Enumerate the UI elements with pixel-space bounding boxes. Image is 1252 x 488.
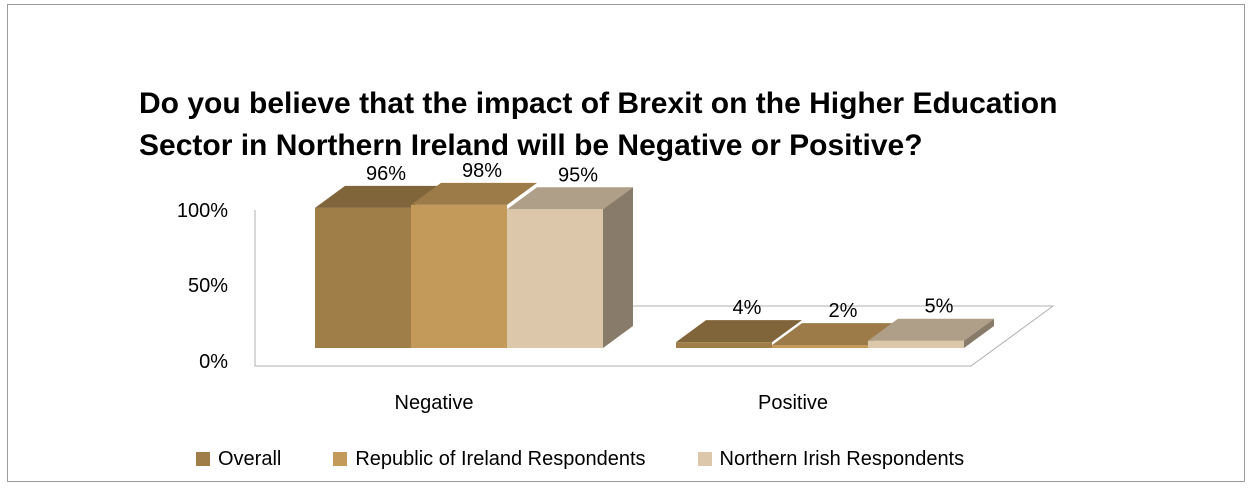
chart-floor-outline: [254, 210, 1055, 367]
chart-title-line-2: Sector in Northern Ireland will be Negat…: [139, 129, 923, 162]
bar: 5%: [868, 296, 994, 348]
bar-series: 96% 98% 95% 4% 2% 5%: [315, 160, 994, 348]
legend-swatch: [333, 452, 348, 466]
bar-front: [676, 342, 772, 348]
legend-item: Overall: [196, 448, 281, 471]
data-label: 96%: [366, 163, 406, 185]
legend-label: Republic of Ireland Respondents: [355, 447, 646, 470]
bar-top: [676, 320, 802, 343]
bar-top: [772, 323, 898, 346]
category-label: Negative: [395, 392, 474, 414]
data-label: 5%: [925, 296, 954, 318]
data-label: 4%: [733, 297, 762, 319]
chart-frame: Do you believe that the impact of Brexit…: [7, 4, 1245, 482]
category-label: Positive: [758, 392, 828, 414]
bar-top: [411, 182, 537, 205]
bar-top: [868, 318, 994, 341]
legend-label: Overall: [218, 447, 282, 470]
bar: 95%: [507, 164, 633, 348]
bar: 98%: [411, 160, 537, 348]
bar-front: [315, 207, 411, 348]
data-label: 2%: [829, 300, 858, 322]
data-label: 98%: [462, 160, 502, 182]
bar-front: [868, 340, 964, 348]
bar: 96%: [315, 163, 441, 348]
bar: 4%: [676, 297, 802, 348]
data-label: 95%: [558, 164, 598, 186]
y-axis-ticks: 0% 50% 100%: [177, 200, 228, 373]
legend-label: Northern Irish Respondents: [719, 447, 965, 470]
legend: Overall Republic of Ireland Respondents No…: [196, 445, 1016, 473]
chart-title-line-1: Do you believe that the impact of Brexit…: [139, 87, 1058, 120]
bar-top: [507, 187, 633, 210]
bar-chart-plot: 0% 50% 100% 96% 98% 95% 4% 2% 5% Negative Positi…: [177, 160, 1055, 414]
y-tick-label: 100%: [177, 200, 228, 222]
chart-walls: [254, 210, 1055, 367]
bar-side: [964, 318, 994, 348]
bar-top: [315, 185, 441, 208]
category-labels: Negative Positive: [395, 392, 828, 414]
y-tick-label: 50%: [188, 275, 228, 297]
legend-swatch: [697, 452, 712, 466]
legend-item: Northern Irish Respondents: [697, 447, 965, 471]
bar-front: [411, 204, 507, 348]
legend-swatch: [196, 452, 210, 466]
bar-front: [772, 345, 868, 348]
bar-front: [507, 209, 603, 348]
y-tick-label: 0%: [199, 351, 228, 373]
bar-side: [603, 187, 633, 348]
bar: 2%: [772, 300, 898, 348]
legend-item: Republic of Ireland Respondents: [333, 447, 646, 471]
chart-title: Do you believe that the impact of Brexit…: [139, 83, 1189, 167]
